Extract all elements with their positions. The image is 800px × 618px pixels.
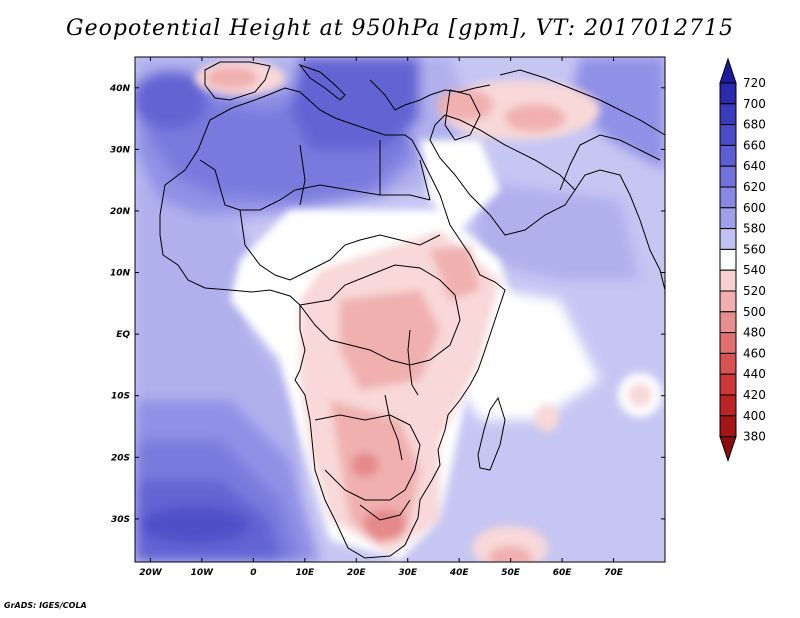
colorbar-label: 400 — [743, 409, 766, 423]
lon-tick-label: 40E — [449, 568, 470, 578]
sahel-borders — [239, 209, 441, 281]
central-africa-borders — [299, 264, 461, 366]
madagascar-coast — [477, 396, 506, 471]
field-red-sea-white — [420, 140, 500, 230]
colorbar-label: 600 — [743, 201, 766, 215]
map-title: Geopotential Height at 950hPa [gpm], VT:… — [66, 16, 734, 41]
lon-tick-label: 70E — [604, 568, 624, 578]
field-iberia-500 — [206, 67, 258, 89]
colorbar-label: 520 — [743, 284, 766, 298]
colorbar-swatch — [719, 103, 737, 126]
colorbar-label: 560 — [743, 242, 766, 256]
colorbar-label: 460 — [743, 346, 766, 360]
greece-turkey-coast — [369, 79, 491, 111]
field-central-africa-500 — [340, 290, 440, 390]
colorbar-top-arrow — [719, 57, 737, 84]
field-arabian-sea-580 — [470, 180, 640, 280]
colorbar-label: 720 — [743, 76, 766, 90]
colorbar-swatch — [719, 82, 737, 105]
grads-credit: GrADS: IGES/COLA — [4, 601, 87, 610]
colorbar-swatch — [719, 373, 737, 396]
field-mid-ocean-520-blob — [535, 404, 559, 432]
colorbar-label: 440 — [743, 367, 766, 381]
lon-tick-label: 20W — [139, 568, 163, 578]
iran-pakistan-borders — [559, 134, 661, 191]
colorbar-bottom-arrow — [719, 436, 737, 463]
colorbar-swatch — [719, 124, 737, 146]
colorbar-label: 420 — [743, 388, 766, 402]
north-africa-borders — [299, 140, 431, 206]
lon-tick-label: 0 — [250, 568, 256, 578]
colorbar-label: 700 — [743, 97, 766, 111]
colorbar-label: 580 — [743, 222, 766, 236]
colorbar-swatch — [719, 332, 737, 354]
lat-tick-label: EQ — [116, 330, 130, 340]
colorbar-label: 660 — [743, 138, 766, 152]
colorbar-swatch — [719, 311, 737, 334]
lat-tick-label: 20N — [110, 207, 131, 217]
iberia-coast — [204, 61, 271, 101]
colorbar-label: 640 — [743, 159, 766, 173]
lat-tick-label: 40N — [109, 84, 131, 94]
lon-tick-label: 60E — [553, 568, 573, 578]
colorbar-label: 620 — [743, 180, 766, 194]
india-coast — [574, 169, 666, 291]
colorbar-swatch — [719, 228, 737, 250]
colorbar-swatch — [719, 248, 737, 271]
colorbar-swatch — [719, 415, 737, 438]
field-ethiopia-500 — [430, 245, 480, 300]
colorbar-label: 500 — [743, 305, 766, 319]
colorbar-swatch — [719, 290, 737, 313]
colorbar-swatch — [719, 394, 737, 417]
lat-tick-label: 30S — [111, 515, 130, 525]
lon-tick-label: 30E — [398, 568, 418, 578]
lon-tick-label: 20E — [347, 568, 367, 578]
italy-coast — [298, 63, 346, 101]
colorbar-swatch — [719, 165, 737, 188]
axis-ticks: 40N 30N 20N 10N EQ 10S 20S 30S 20W 10W 0 10E 20E 30E 4… — [109, 57, 665, 578]
field-iran-500 — [505, 104, 565, 132]
field-indian-ocean-low-500 — [488, 546, 532, 562]
central-asia-borders — [499, 69, 666, 136]
height-field — [135, 57, 665, 562]
lat-tick-label: 10N — [110, 269, 131, 279]
field-med-640 — [290, 57, 420, 150]
lon-tick-label: 50E — [501, 568, 521, 578]
sahara-borders — [199, 159, 431, 211]
lat-tick-label: 30N — [110, 145, 131, 155]
lon-tick-label: 10E — [295, 568, 315, 578]
africa-coast — [159, 87, 506, 559]
colorbar-swatch — [719, 186, 737, 209]
colorbar-swatch — [719, 269, 737, 292]
arabia-coast — [429, 114, 576, 236]
colorbar-swatch — [719, 144, 737, 167]
southern-africa-borders — [314, 414, 421, 501]
southern-borders — [359, 394, 411, 521]
colorbar-swatch — [719, 207, 737, 230]
lat-tick-label: 10S — [111, 392, 130, 402]
lat-tick-label: 20S — [111, 453, 130, 463]
field-nw-640 — [135, 70, 208, 130]
field-ne-600 — [570, 57, 665, 170]
colorbar-swatch — [719, 352, 737, 375]
colorbar-label: 480 — [743, 326, 766, 340]
field-east-520-blob — [628, 383, 652, 407]
field-kalahari-480 — [351, 453, 379, 477]
coastlines — [159, 61, 666, 559]
colorbar: 720 700 680 660 640 620 600 580 560 540 520 500 480 4… — [719, 57, 766, 463]
field-low-center-660 — [140, 507, 250, 543]
colorbar-label: 380 — [743, 430, 766, 444]
field-south-africa-480 — [363, 509, 407, 541]
map-frame — [134, 56, 666, 563]
levant-coast — [444, 89, 481, 141]
lon-tick-label: 10W — [191, 568, 215, 578]
colorbar-label: 680 — [743, 118, 766, 132]
rift-lakes — [407, 329, 419, 396]
colorbar-label: 540 — [743, 263, 766, 277]
